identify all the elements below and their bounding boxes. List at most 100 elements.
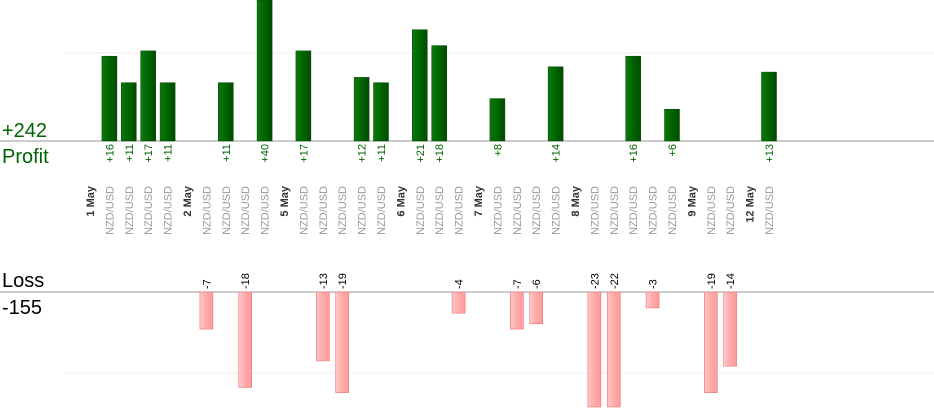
loss-bar	[199, 291, 214, 330]
profit-baseline-group	[0, 140, 934, 293]
date-label: 7 May	[473, 185, 485, 216]
date-label: 5 May	[279, 185, 291, 216]
instrument-label: NZD/USD	[415, 186, 427, 235]
date-label: 2 May	[182, 185, 194, 216]
instrument-label: NZD/USD	[454, 186, 466, 235]
loss-value-label: -14	[725, 273, 737, 289]
instrument-label: NZD/USD	[124, 186, 136, 235]
loss-value-label: -22	[609, 273, 621, 289]
instrument-label: NZD/USD	[551, 186, 563, 235]
loss-value-label: -19	[706, 273, 718, 289]
profit-value-label: +40	[260, 144, 272, 163]
instrument-label: NZD/USD	[512, 186, 524, 235]
instrument-label: NZD/USD	[337, 186, 349, 235]
date-label: 8 May	[570, 185, 582, 216]
instrument-label: NZD/USD	[104, 186, 116, 235]
loss-bar	[529, 291, 544, 325]
loss-bar	[451, 291, 466, 314]
instrument-label: NZD/USD	[609, 186, 621, 235]
profit-value-label: +16	[104, 144, 116, 163]
loss-value-label: -7	[512, 279, 524, 289]
instrument-label: NZD/USD	[434, 186, 446, 235]
instrument-label: NZD/USD	[492, 186, 504, 235]
instrument-label: NZD/USD	[648, 186, 660, 235]
instrument-label: NZD/USD	[667, 186, 679, 235]
profit-value-label: +11	[221, 144, 233, 162]
profit-label: Profit	[2, 146, 49, 168]
loss-bar	[703, 291, 718, 393]
loss-value-label: -23	[589, 273, 601, 289]
date-label: 9 May	[686, 185, 698, 216]
loss-value-label: -13	[318, 273, 330, 289]
profit-bar	[353, 77, 370, 142]
loss-bar	[606, 291, 621, 408]
instrument-label: NZD/USD	[376, 186, 388, 235]
row-labels: 1 May NZD/USD NZD/USD NZD/USD NZD/USD 2 May NZ…	[85, 185, 776, 235]
instrument-label: NZD/USD	[143, 186, 155, 235]
profit-bar	[412, 29, 428, 142]
loss-bar	[335, 291, 350, 393]
loss-value-label: -6	[531, 279, 543, 289]
profit-value-label: +21	[415, 144, 427, 163]
profit-value-label: +17	[298, 144, 310, 163]
loss-label: Loss	[2, 270, 44, 292]
instrument-label: NZD/USD	[628, 186, 640, 235]
instrument-label: NZD/USD	[589, 186, 601, 235]
profit-bar	[140, 50, 156, 142]
profit-value-label: +13	[764, 144, 776, 163]
profit-value-label: +18	[434, 144, 446, 163]
profit-value-label: +16	[628, 144, 640, 163]
loss-bar	[238, 291, 252, 388]
instrument-label: NZD/USD	[725, 186, 737, 235]
instrument-label: NZD/USD	[357, 186, 369, 235]
profit-bar	[373, 82, 389, 142]
date-label: 6 May	[395, 185, 407, 216]
value-labels: +16 +11 +17 +11 -7 +11 -18 +40 +17 -13 -19 +12 +11 +2…	[104, 144, 776, 289]
loss-value-label: -18	[240, 273, 252, 289]
instrument-label: NZD/USD	[240, 186, 252, 235]
profit-bar	[121, 82, 137, 142]
profit-value-label: +14	[551, 144, 563, 163]
instrument-label: NZD/USD	[221, 186, 233, 235]
loss-bar	[509, 291, 524, 330]
profit-total: +242	[2, 120, 47, 142]
profit-value-label: +6	[667, 144, 679, 157]
profit-bar	[159, 82, 176, 142]
profit-value-label: +8	[492, 144, 504, 157]
profit-value-label: +11	[376, 144, 388, 162]
loss-value-label: -7	[201, 279, 213, 289]
instrument-label: NZD/USD	[531, 186, 543, 235]
instrument-label: NZD/USD	[298, 186, 310, 235]
loss-bar	[645, 291, 660, 309]
loss-value-label: -3	[648, 279, 660, 289]
profit-bar	[431, 45, 447, 142]
profit-bar	[101, 55, 118, 142]
instrument-label: NZD/USD	[706, 186, 718, 235]
profit-bar	[256, 0, 273, 142]
profit-value-label: +17	[143, 144, 155, 163]
instrument-label: NZD/USD	[163, 186, 175, 235]
profit-bar	[761, 71, 777, 142]
instrument-label: NZD/USD	[318, 186, 330, 235]
loss-total: -155	[2, 297, 42, 319]
grid	[66, 52, 934, 374]
loss-bar	[315, 291, 330, 362]
profit-bar	[218, 82, 234, 142]
instrument-label: NZD/USD	[201, 186, 213, 235]
side-labels: +242 Profit Loss -155	[2, 120, 49, 319]
instrument-label: NZD/USD	[764, 186, 776, 235]
profit-value-label: +11	[163, 144, 175, 162]
loss-bar	[723, 291, 738, 367]
instrument-label: NZD/USD	[260, 186, 272, 235]
profit-bar	[489, 98, 506, 142]
date-label: 1 May	[85, 185, 97, 216]
date-label: 12 May	[745, 185, 757, 223]
profit-bar	[547, 66, 564, 142]
loss-value-label: -4	[454, 279, 466, 289]
loss-bar	[587, 291, 602, 408]
profit-value-label: +12	[357, 144, 369, 163]
loss-value-label: -19	[337, 273, 349, 289]
profit-value-label: +11	[124, 144, 136, 162]
